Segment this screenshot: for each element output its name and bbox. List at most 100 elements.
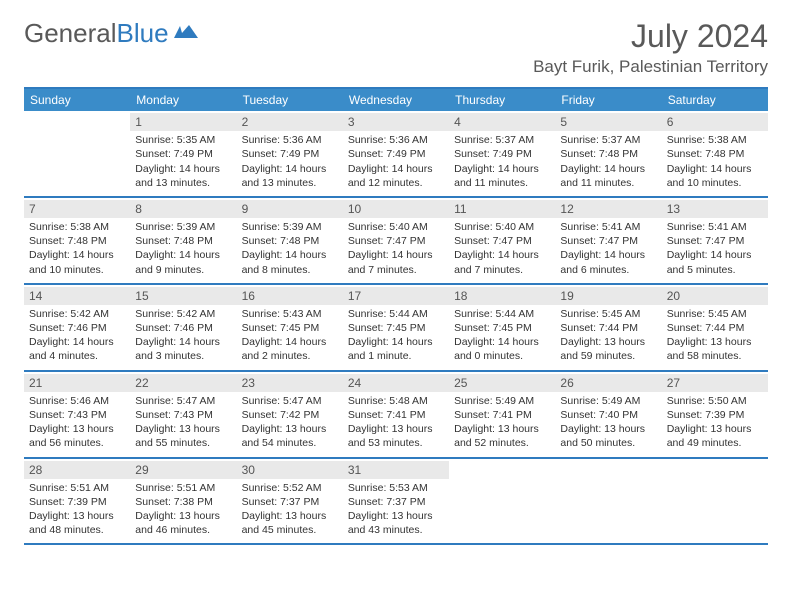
day2-text: and 55 minutes.	[135, 436, 231, 450]
day2-text: and 7 minutes.	[454, 263, 550, 277]
day2-text: and 4 minutes.	[29, 349, 125, 363]
day2-text: and 52 minutes.	[454, 436, 550, 450]
sunrise-text: Sunrise: 5:49 AM	[454, 394, 550, 408]
day-number: 31	[343, 461, 449, 479]
day-number: 29	[130, 461, 236, 479]
calendar-day-cell: 14Sunrise: 5:42 AMSunset: 7:46 PMDayligh…	[24, 285, 130, 370]
day-number: 5	[555, 113, 661, 131]
day2-text: and 11 minutes.	[454, 176, 550, 190]
sunrise-text: Sunrise: 5:44 AM	[454, 307, 550, 321]
day-number: 15	[130, 287, 236, 305]
day1-text: Daylight: 13 hours	[454, 422, 550, 436]
day1-text: Daylight: 13 hours	[29, 509, 125, 523]
day2-text: and 0 minutes.	[454, 349, 550, 363]
calendar-day-cell: 9Sunrise: 5:39 AMSunset: 7:48 PMDaylight…	[237, 198, 343, 283]
day1-text: Daylight: 14 hours	[667, 248, 763, 262]
day-number: 1	[130, 113, 236, 131]
sunset-text: Sunset: 7:41 PM	[454, 408, 550, 422]
sunrise-text: Sunrise: 5:42 AM	[29, 307, 125, 321]
calendar-week-row: 28Sunrise: 5:51 AMSunset: 7:39 PMDayligh…	[24, 459, 768, 546]
calendar-day-cell: 19Sunrise: 5:45 AMSunset: 7:44 PMDayligh…	[555, 285, 661, 370]
calendar-day-cell: 7Sunrise: 5:38 AMSunset: 7:48 PMDaylight…	[24, 198, 130, 283]
calendar-week-row: 21Sunrise: 5:46 AMSunset: 7:43 PMDayligh…	[24, 372, 768, 459]
day-number: 6	[662, 113, 768, 131]
sunrise-text: Sunrise: 5:41 AM	[667, 220, 763, 234]
calendar-day-cell: 13Sunrise: 5:41 AMSunset: 7:47 PMDayligh…	[662, 198, 768, 283]
sunset-text: Sunset: 7:49 PM	[135, 147, 231, 161]
day-number: 24	[343, 374, 449, 392]
calendar-day-cell: 1 Sunrise: 5:35 AMSunset: 7:49 PMDaylight…	[130, 111, 236, 196]
day1-text: Daylight: 14 hours	[454, 248, 550, 262]
calendar-day-cell: 4 Sunrise: 5:37 AMSunset: 7:49 PMDaylight…	[449, 111, 555, 196]
day2-text: and 54 minutes.	[242, 436, 338, 450]
day2-text: and 11 minutes.	[560, 176, 656, 190]
sunrise-text: Sunrise: 5:35 AM	[135, 133, 231, 147]
sunset-text: Sunset: 7:49 PM	[348, 147, 444, 161]
calendar-day-cell: 31Sunrise: 5:53 AMSunset: 7:37 PMDayligh…	[343, 459, 449, 544]
sunrise-text: Sunrise: 5:51 AM	[135, 481, 231, 495]
sunset-text: Sunset: 7:38 PM	[135, 495, 231, 509]
day1-text: Daylight: 13 hours	[242, 422, 338, 436]
day1-text: Daylight: 13 hours	[560, 335, 656, 349]
sunset-text: Sunset: 7:43 PM	[29, 408, 125, 422]
day1-text: Daylight: 14 hours	[454, 162, 550, 176]
day2-text: and 7 minutes.	[348, 263, 444, 277]
day1-text: Daylight: 13 hours	[242, 509, 338, 523]
month-title: July 2024	[533, 18, 768, 55]
sunset-text: Sunset: 7:49 PM	[454, 147, 550, 161]
day2-text: and 2 minutes.	[242, 349, 338, 363]
day2-text: and 13 minutes.	[135, 176, 231, 190]
calendar-day-cell: 27Sunrise: 5:50 AMSunset: 7:39 PMDayligh…	[662, 372, 768, 457]
day1-text: Daylight: 14 hours	[348, 248, 444, 262]
calendar-day-cell: 26Sunrise: 5:49 AMSunset: 7:40 PMDayligh…	[555, 372, 661, 457]
weekday-header: Sunday	[24, 89, 130, 111]
sunrise-text: Sunrise: 5:39 AM	[135, 220, 231, 234]
sunrise-text: Sunrise: 5:42 AM	[135, 307, 231, 321]
sunset-text: Sunset: 7:47 PM	[348, 234, 444, 248]
day-number: 25	[449, 374, 555, 392]
calendar-day-cell	[555, 459, 661, 544]
sunrise-text: Sunrise: 5:40 AM	[348, 220, 444, 234]
sunset-text: Sunset: 7:49 PM	[242, 147, 338, 161]
sunrise-text: Sunrise: 5:40 AM	[454, 220, 550, 234]
day-number: 4	[449, 113, 555, 131]
sunset-text: Sunset: 7:37 PM	[348, 495, 444, 509]
sunset-text: Sunset: 7:42 PM	[242, 408, 338, 422]
logo: GeneralBlue	[24, 18, 199, 49]
sunrise-text: Sunrise: 5:52 AM	[242, 481, 338, 495]
day1-text: Daylight: 13 hours	[560, 422, 656, 436]
day-number: 11	[449, 200, 555, 218]
calendar-day-cell: 10 Sunrise: 5:40 AMSunset: 7:47 PMDayligh…	[343, 198, 449, 283]
sunset-text: Sunset: 7:48 PM	[667, 147, 763, 161]
logo-text-1: General	[24, 18, 117, 49]
sunrise-text: Sunrise: 5:37 AM	[560, 133, 656, 147]
day1-text: Daylight: 14 hours	[454, 335, 550, 349]
weekday-header: Friday	[555, 89, 661, 111]
day-number: 10	[343, 200, 449, 218]
sunrise-text: Sunrise: 5:48 AM	[348, 394, 444, 408]
calendar-day-cell: 16Sunrise: 5:43 AMSunset: 7:45 PMDayligh…	[237, 285, 343, 370]
sunset-text: Sunset: 7:47 PM	[560, 234, 656, 248]
sunset-text: Sunset: 7:48 PM	[29, 234, 125, 248]
sunrise-text: Sunrise: 5:37 AM	[454, 133, 550, 147]
day1-text: Daylight: 14 hours	[135, 162, 231, 176]
day1-text: Daylight: 14 hours	[667, 162, 763, 176]
day-number: 8	[130, 200, 236, 218]
calendar-day-cell	[449, 459, 555, 544]
day1-text: Daylight: 14 hours	[348, 162, 444, 176]
sunset-text: Sunset: 7:47 PM	[454, 234, 550, 248]
calendar-day-cell: 23Sunrise: 5:47 AMSunset: 7:42 PMDayligh…	[237, 372, 343, 457]
calendar-day-cell: 6Sunrise: 5:38 AMSunset: 7:48 PMDaylight…	[662, 111, 768, 196]
sunset-text: Sunset: 7:41 PM	[348, 408, 444, 422]
logo-text-2: Blue	[117, 18, 169, 49]
calendar-day-cell: 17Sunrise: 5:44 AMSunset: 7:45 PMDayligh…	[343, 285, 449, 370]
title-block: July 2024 Bayt Furik, Palestinian Territ…	[533, 18, 768, 77]
calendar-day-cell: 28Sunrise: 5:51 AMSunset: 7:39 PMDayligh…	[24, 459, 130, 544]
weekday-header: Tuesday	[237, 89, 343, 111]
sunset-text: Sunset: 7:46 PM	[29, 321, 125, 335]
day-number: 17	[343, 287, 449, 305]
calendar-day-cell: 29Sunrise: 5:51 AMSunset: 7:38 PMDayligh…	[130, 459, 236, 544]
calendar-day-cell: 3Sunrise: 5:36 AMSunset: 7:49 PMDaylight…	[343, 111, 449, 196]
calendar-day-cell: 11 Sunrise: 5:40 AMSunset: 7:47 PMDayligh…	[449, 198, 555, 283]
day-number: 28	[24, 461, 130, 479]
